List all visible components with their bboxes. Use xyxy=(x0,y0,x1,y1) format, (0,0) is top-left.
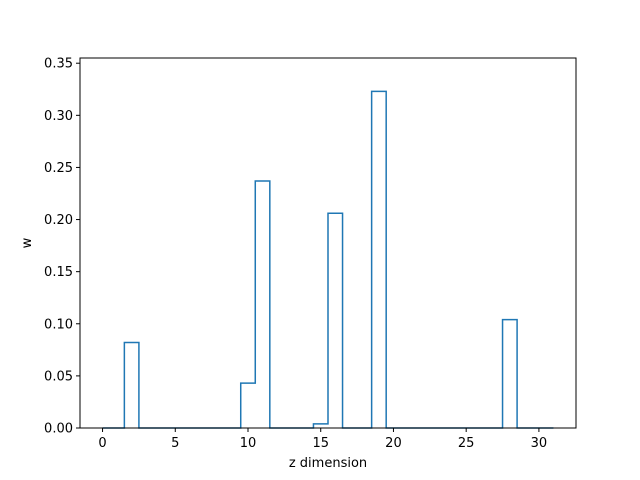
x-tick-label: 30 xyxy=(531,436,548,451)
y-tick-label: 0.15 xyxy=(44,265,73,280)
y-tick-label: 0.10 xyxy=(44,317,73,332)
x-tick-label: 0 xyxy=(98,436,106,451)
x-axis-label: z dimension xyxy=(289,456,367,471)
plot-frame xyxy=(79,57,577,429)
y-tick-label: 0.00 xyxy=(44,422,73,437)
y-tick-label: 0.05 xyxy=(44,369,73,384)
y-tick-label: 0.35 xyxy=(44,57,73,72)
y-axis-label: w xyxy=(20,237,35,248)
x-tick-label: 25 xyxy=(458,436,475,451)
y-tick-label: 0.20 xyxy=(44,213,73,228)
y-tick-label: 0.30 xyxy=(44,109,73,124)
x-tick-label: 15 xyxy=(312,436,329,451)
x-tick-label: 10 xyxy=(240,436,257,451)
x-tick-label: 5 xyxy=(171,436,179,451)
y-tick-label: 0.25 xyxy=(44,161,73,176)
x-axis-ticks: 0 5 10 15 20 25 30 xyxy=(98,428,547,451)
y-axis-ticks: 0.00 0.05 0.10 0.15 0.20 0.25 0.30 0.35 xyxy=(44,57,80,437)
x-tick-label: 20 xyxy=(385,436,402,451)
